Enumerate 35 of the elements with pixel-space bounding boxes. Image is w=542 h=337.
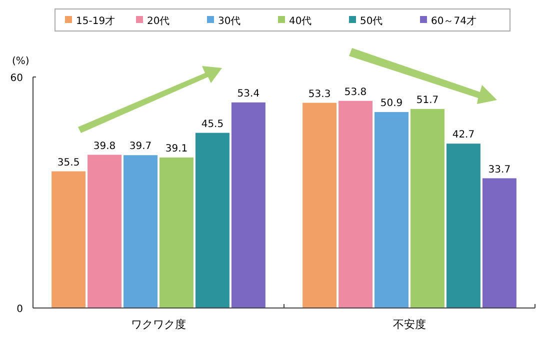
y-axis-title: (%)	[12, 56, 30, 67]
x-tick-label: ワクワク度	[131, 318, 186, 331]
bar	[52, 171, 86, 308]
data-label: 33.7	[488, 164, 511, 176]
bar	[302, 102, 337, 308]
bar	[88, 154, 122, 308]
x-tick-label: 不安度	[393, 318, 426, 331]
data-label: 35.5	[57, 157, 80, 168]
bar	[338, 100, 373, 308]
legend-label: 50代	[360, 16, 383, 27]
legend-label: 30代	[218, 16, 241, 27]
y-tick-label: 0	[16, 304, 23, 315]
data-label: 39.1	[165, 143, 188, 154]
data-label: 45.5	[201, 118, 224, 130]
legend-label: 15-19才	[76, 15, 116, 27]
bar	[195, 132, 230, 308]
data-label: 51.7	[416, 94, 439, 106]
data-label: 53.3	[308, 88, 331, 100]
data-label: 53.8	[344, 86, 367, 98]
data-label: 53.4	[237, 88, 260, 100]
bar	[160, 157, 194, 308]
bar	[374, 112, 408, 308]
data-label: 39.7	[129, 141, 152, 152]
bar	[482, 178, 516, 308]
bar	[446, 144, 480, 308]
data-label: 50.9	[380, 98, 403, 110]
bar	[410, 108, 444, 308]
data-label: 39.8	[93, 140, 116, 152]
legend-label: 60～74才	[431, 15, 476, 27]
legend-label: 20代	[147, 16, 170, 27]
data-label: 42.7	[452, 130, 475, 141]
legend-label: 40代	[289, 16, 312, 27]
bar	[124, 155, 158, 308]
bar	[231, 102, 266, 308]
y-tick-label: 60	[10, 73, 23, 84]
